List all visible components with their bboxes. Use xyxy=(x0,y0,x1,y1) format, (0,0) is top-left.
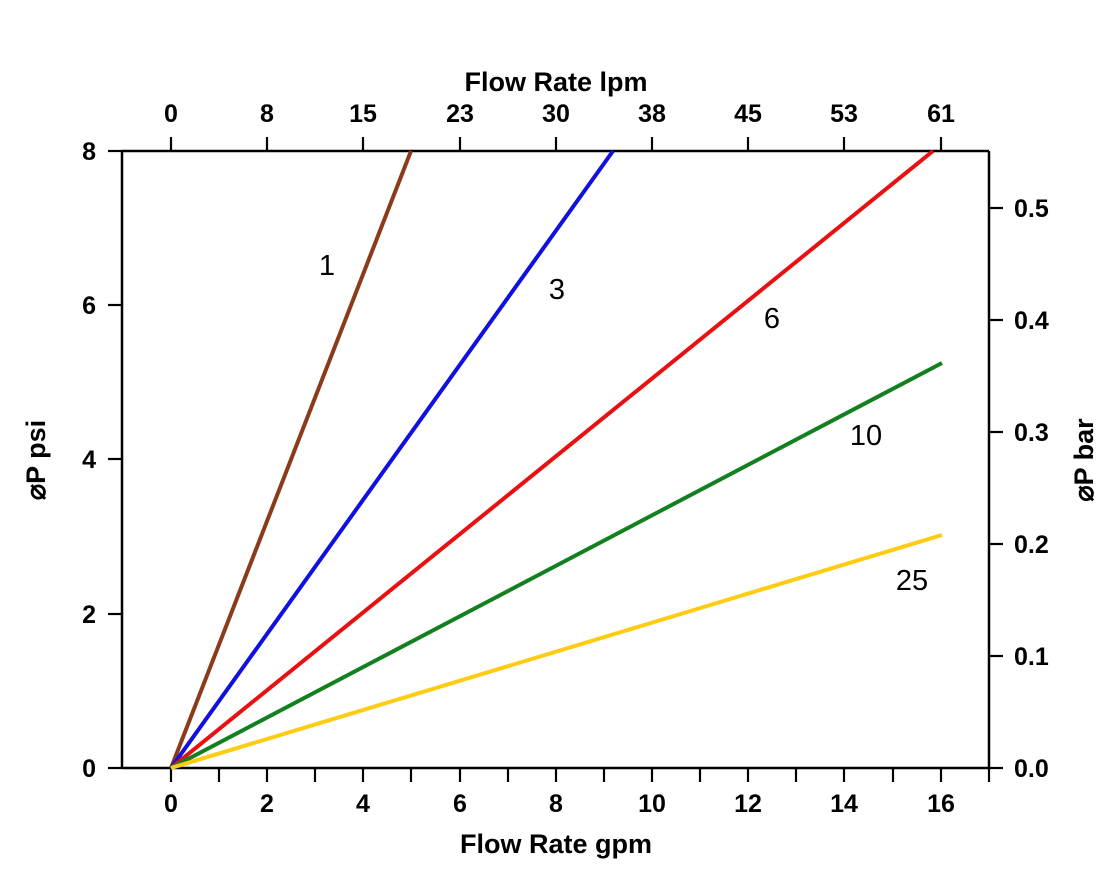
top-tick-label-8: 8 xyxy=(260,100,274,128)
top-tick-label-30: 30 xyxy=(542,100,570,128)
bottom-tick-label-14: 14 xyxy=(830,790,858,818)
right-tick-label-0-5: 0.5 xyxy=(1014,195,1049,223)
bottom-tick-label-0: 0 xyxy=(164,790,178,818)
right-tick-label-0-1: 0.1 xyxy=(1014,643,1049,671)
series-line-10 xyxy=(170,361,943,770)
series-label-1: 1 xyxy=(319,250,335,282)
series-line-25 xyxy=(170,533,943,770)
bottom-tick-label-12: 12 xyxy=(734,790,762,818)
right-tick-label-0-3: 0.3 xyxy=(1014,419,1049,447)
series-label-10: 10 xyxy=(850,420,882,452)
series-line-3 xyxy=(169,149,615,770)
top-tick-label-38: 38 xyxy=(638,100,666,128)
series-label-3: 3 xyxy=(549,274,565,306)
left-tick-label-0: 0 xyxy=(82,755,96,783)
top-tick-label-15: 15 xyxy=(349,100,377,128)
bottom-tick-label-10: 10 xyxy=(638,790,666,818)
bottom-tick-label-4: 4 xyxy=(356,790,370,818)
bottom-tick-label-6: 6 xyxy=(453,790,467,818)
left-tick-label-8: 8 xyxy=(82,138,96,166)
right-axis-ticks xyxy=(989,206,1003,770)
right-tick-label-0-4: 0.4 xyxy=(1014,307,1049,335)
right-axis-title: ⌀P bar xyxy=(1069,418,1099,502)
right-tick-label-0-0: 0.0 xyxy=(1014,755,1049,783)
series-label-6: 6 xyxy=(764,303,780,335)
series-lines xyxy=(169,149,943,770)
series-line-1 xyxy=(169,150,413,769)
left-axis-title: ⌀P psi xyxy=(21,420,51,500)
bottom-tick-label-2: 2 xyxy=(260,790,274,818)
top-tick-label-53: 53 xyxy=(830,100,858,128)
bottom-axis-title: Flow Rate gpm xyxy=(460,829,652,859)
plot-frame xyxy=(120,149,991,770)
series-label-25: 25 xyxy=(896,565,928,597)
bottom-tick-label-8: 8 xyxy=(549,790,563,818)
left-axis-ticks xyxy=(108,149,122,770)
left-tick-label-2: 2 xyxy=(82,601,96,629)
series-line-6 xyxy=(169,149,935,770)
right-tick-label-0-2: 0.2 xyxy=(1014,531,1049,559)
bottom-tick-label-16: 16 xyxy=(927,790,955,818)
top-axis-title: Flow Rate lpm xyxy=(464,67,647,97)
top-tick-label-45: 45 xyxy=(734,100,762,128)
left-tick-label-4: 4 xyxy=(82,446,96,474)
top-axis-ticks xyxy=(169,137,943,151)
bottom-axis-ticks xyxy=(169,768,991,782)
top-tick-label-23: 23 xyxy=(446,100,474,128)
top-tick-label-0: 0 xyxy=(164,100,178,128)
left-tick-label-6: 6 xyxy=(82,292,96,320)
top-tick-label-61: 61 xyxy=(927,100,955,128)
